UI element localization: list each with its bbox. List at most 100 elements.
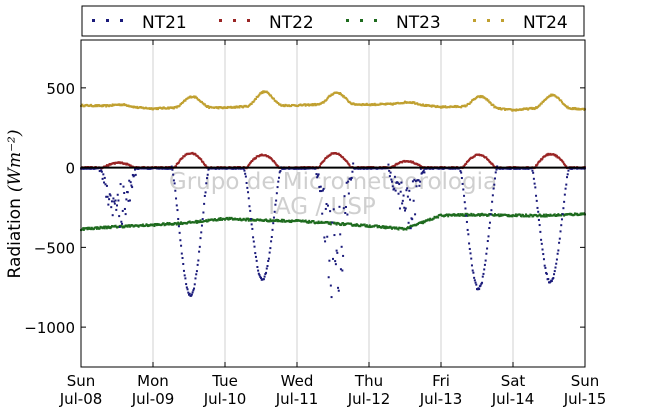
- nt23-point: [308, 219, 311, 222]
- nt23-point: [363, 223, 366, 226]
- nt24-point: [200, 100, 203, 103]
- nt23-point: [365, 224, 368, 227]
- nt21-point: [126, 191, 129, 194]
- nt21-point: [561, 213, 564, 216]
- x-tick-date-label: Jul-11: [275, 390, 319, 408]
- nt21-point: [101, 177, 104, 180]
- nt24-point: [454, 104, 457, 107]
- y-axis-label-unit: (Wm⁻²): [5, 129, 25, 192]
- nt22-point: [183, 155, 186, 158]
- nt21-point: [397, 192, 400, 195]
- nt22-point: [465, 162, 468, 165]
- nt21-point: [541, 248, 544, 251]
- nt22-point: [536, 163, 539, 166]
- nt23-point: [432, 217, 435, 220]
- nt23-point: [239, 217, 242, 220]
- nt21-point: [254, 255, 257, 258]
- nt23-point: [85, 226, 88, 229]
- nt24-point: [322, 101, 325, 104]
- nt21-point: [103, 176, 106, 179]
- nt21-point: [319, 190, 322, 193]
- nt23-point: [397, 228, 400, 231]
- y-axis: 500 0 −500 −1000: [24, 80, 585, 337]
- nt23-point: [342, 222, 345, 225]
- nt21-point: [324, 207, 327, 210]
- nt23-point: [573, 213, 576, 216]
- nt21-point: [110, 200, 113, 203]
- nt21-point: [185, 286, 188, 289]
- nt21-point: [414, 213, 417, 216]
- nt24-point: [270, 94, 273, 97]
- nt21-point: [564, 187, 567, 190]
- nt23-point: [128, 224, 131, 227]
- nt21-point: [123, 207, 126, 210]
- nt24-point: [489, 101, 492, 104]
- nt21-point: [100, 170, 103, 173]
- nt21-point: [538, 224, 541, 227]
- nt24-point: [510, 108, 513, 111]
- nt21-point: [244, 175, 247, 178]
- x-tick-day-label: Sun: [571, 372, 600, 390]
- nt21-point: [483, 263, 486, 266]
- nt23-point: [478, 214, 481, 217]
- nt23-point: [281, 220, 284, 223]
- nt23-point: [528, 215, 531, 218]
- nt23-point: [180, 221, 183, 224]
- nt23-point: [436, 215, 439, 218]
- nt21-point: [197, 259, 200, 262]
- nt23-point: [395, 226, 398, 229]
- nt23-point: [442, 215, 445, 218]
- nt23-point: [520, 215, 523, 218]
- nt23-point: [334, 222, 337, 225]
- nt21-point: [331, 221, 334, 224]
- nt23-point: [383, 226, 386, 229]
- nt24-point: [311, 104, 314, 107]
- nt24-point: [203, 103, 206, 106]
- nt24-point: [496, 106, 499, 109]
- nt21-point: [177, 225, 180, 228]
- nt24-point: [384, 103, 387, 106]
- nt22-point: [205, 165, 208, 168]
- nt23-point: [350, 223, 353, 226]
- nt21-point: [108, 198, 111, 201]
- nt23-point: [301, 219, 304, 222]
- nt23-point: [471, 214, 474, 217]
- nt24-point: [571, 108, 574, 111]
- nt21-point: [190, 294, 193, 297]
- nt23-point: [499, 214, 502, 217]
- nt21-point: [545, 272, 548, 275]
- nt23-point: [563, 214, 566, 217]
- nt21-point: [487, 235, 490, 238]
- nt23-point: [162, 222, 165, 225]
- nt21-point: [171, 168, 174, 171]
- nt24-point: [440, 106, 442, 109]
- legend-marker: [360, 19, 363, 22]
- nt21-point: [347, 180, 350, 183]
- nt24-point: [184, 99, 187, 102]
- nt22-point: [254, 157, 257, 160]
- nt22-point: [539, 159, 542, 162]
- nt21-point: [343, 195, 346, 198]
- nt21-point: [491, 200, 494, 203]
- nt23-point: [266, 219, 269, 222]
- nt23-point: [580, 213, 583, 216]
- nt21-point: [471, 269, 474, 272]
- nt21-point: [253, 245, 256, 248]
- nt21-point: [112, 197, 115, 200]
- nt21-point: [131, 173, 134, 176]
- x-tick-day-label: Tue: [211, 372, 238, 390]
- nt24-point: [465, 104, 468, 107]
- nt21-point: [193, 283, 196, 286]
- nt21-point: [415, 185, 418, 188]
- nt22-point: [554, 153, 557, 156]
- nt21-point: [121, 209, 124, 212]
- nt23-point: [144, 224, 147, 227]
- nt21-point: [413, 178, 416, 181]
- nt24-point: [303, 103, 306, 106]
- nt21-point: [531, 169, 534, 172]
- nt23-point: [583, 212, 586, 215]
- nt24-point: [481, 95, 484, 98]
- nt21-point: [319, 185, 322, 188]
- nt23-point: [556, 214, 559, 217]
